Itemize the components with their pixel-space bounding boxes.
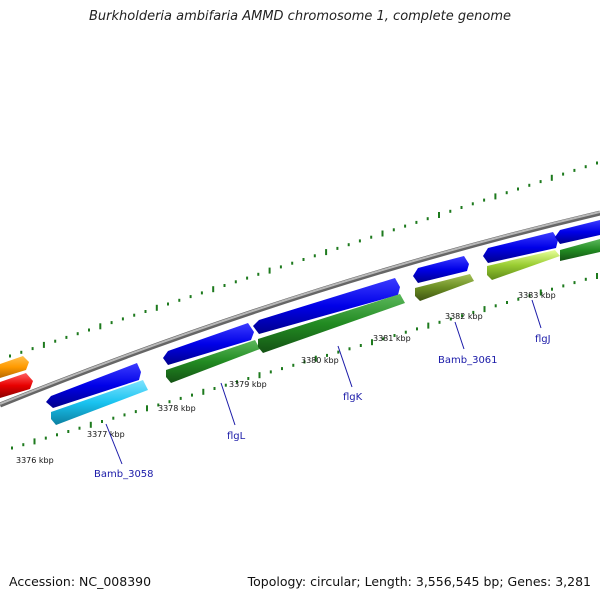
gene-flgl-arrow bbox=[166, 340, 260, 383]
gene-label-bamb-3058[interactable]: Bamb_3058 bbox=[94, 469, 154, 480]
gene-label-bamb-3061[interactable]: Bamb_3061 bbox=[438, 355, 498, 366]
gene-blue-6 bbox=[555, 220, 600, 244]
kbp-label-3380: 3380 kbp bbox=[301, 356, 339, 365]
leader-bamb-3061 bbox=[454, 321, 465, 350]
leader-flgj bbox=[531, 299, 542, 329]
gene-label-flgl[interactable]: flgL bbox=[227, 431, 246, 442]
kbp-label-3378: 3378 kbp bbox=[158, 404, 196, 413]
gene-blue-1 bbox=[46, 363, 141, 408]
gene-blue-5 bbox=[483, 232, 558, 263]
map-title: Burkholderia ambifaria AMMD chromosome 1… bbox=[88, 9, 512, 24]
gene-orange-partial bbox=[0, 356, 29, 378]
kbp-label-3379: 3379 kbp bbox=[229, 380, 267, 389]
kbp-label-3377: 3377 kbp bbox=[87, 430, 125, 439]
gene-flgk-arrow bbox=[258, 294, 405, 353]
genome-summary-text: Topology: circular; Length: 3,556,545 bp… bbox=[247, 574, 591, 589]
gene-blue-2 bbox=[163, 323, 254, 365]
kbp-label-3382: 3382 kbp bbox=[445, 312, 483, 321]
gene-bamb-3058-arrow bbox=[51, 380, 148, 425]
accession-text: Accession: NC_008390 bbox=[9, 574, 152, 589]
leader-bamb-3058 bbox=[105, 423, 123, 465]
tick-marks bbox=[9, 161, 598, 450]
gene-blue-4 bbox=[413, 256, 469, 283]
kbp-label-3381: 3381 kbp bbox=[373, 334, 411, 343]
leader-flgk bbox=[337, 345, 353, 388]
gene-label-flgj[interactable]: flgJ bbox=[535, 334, 551, 345]
gene-red-partial bbox=[0, 373, 33, 398]
gene-flgj-arrow bbox=[487, 250, 560, 280]
chromosome-backbone-highlight bbox=[0, 211, 600, 405]
kbp-label-3376: 3376 kbp bbox=[16, 456, 54, 465]
kbp-label-3383: 3383 kbp bbox=[518, 291, 556, 300]
gene-bamb-3061-arrow bbox=[415, 274, 474, 301]
gene-green-right bbox=[560, 239, 600, 261]
gene-blue-3 bbox=[253, 278, 400, 334]
gene-label-flgk[interactable]: flgK bbox=[343, 392, 363, 403]
leader-flgl bbox=[220, 382, 236, 426]
